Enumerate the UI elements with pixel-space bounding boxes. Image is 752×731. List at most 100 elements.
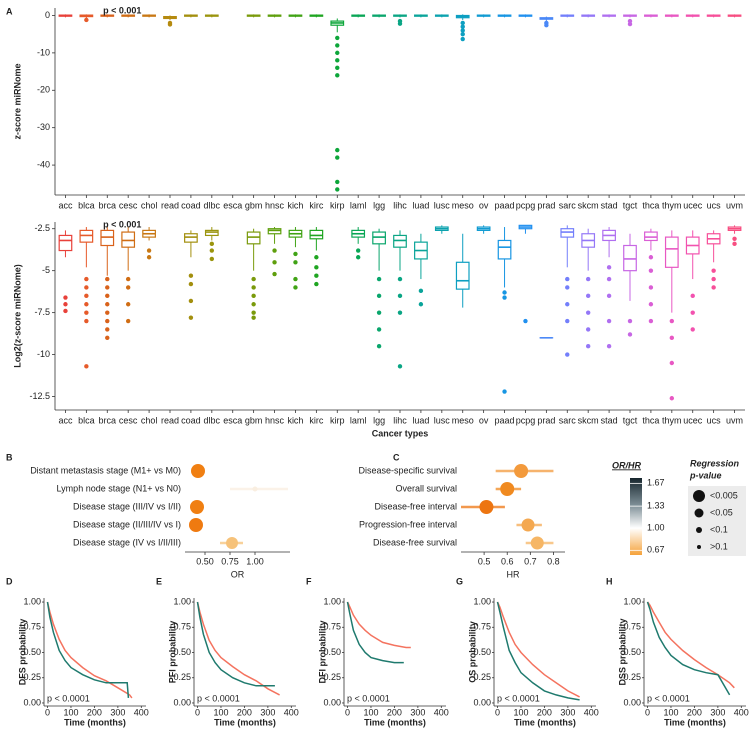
- category-label: Lymph node stage (N1+ vs N0): [57, 483, 181, 493]
- legend-label: <0.05: [710, 507, 733, 517]
- y-tick-label: -10: [37, 47, 50, 57]
- outlier: [293, 251, 298, 257]
- box: [246, 231, 261, 245]
- box: [184, 233, 198, 243]
- x-tick-label: luad: [412, 415, 429, 425]
- estimate-point: [500, 482, 515, 496]
- x-tick-label: dlbc: [204, 415, 221, 425]
- y-axis-label: DSS probability: [617, 618, 627, 685]
- x-tick-label: blca: [78, 415, 95, 425]
- y-tick-label: 0: [45, 10, 50, 20]
- x-axis-label: Time (months): [214, 717, 276, 727]
- legend-label: <0.1: [710, 524, 728, 534]
- y-tick-label: 0.00: [23, 697, 41, 707]
- y-tick-label: 0.75: [23, 622, 41, 632]
- x-tick-label: dlbc: [204, 200, 221, 210]
- x-tick-label: luad: [412, 200, 429, 210]
- panel-label: C: [393, 452, 400, 462]
- outlier: [690, 327, 695, 332]
- outlier: [397, 364, 403, 369]
- box: [644, 231, 658, 242]
- y-tick-label: 0.50: [623, 647, 641, 657]
- outlier: [125, 318, 131, 324]
- y-tick-label: 0.25: [473, 672, 491, 682]
- outlier: [648, 318, 654, 324]
- outlier: [84, 364, 89, 369]
- x-tick-label: gbm: [245, 415, 263, 425]
- outlier: [376, 344, 382, 349]
- outlier: [460, 31, 465, 37]
- category-label: Disease-specific survival: [358, 465, 457, 475]
- y-tick-label: 0.50: [173, 647, 191, 657]
- outlier: [523, 318, 528, 324]
- x-tick-label: 100: [663, 707, 678, 717]
- x-tick-label: kich: [287, 415, 303, 425]
- x-tick-label: brca: [99, 415, 117, 425]
- x-tick-label: 0: [45, 707, 50, 717]
- box: [267, 228, 282, 235]
- x-tick-label: 400: [584, 707, 599, 717]
- panel-label: B: [6, 452, 13, 462]
- box: [497, 239, 512, 260]
- outlier: [565, 285, 570, 290]
- outlier: [188, 273, 194, 278]
- legend-size-key: [697, 545, 701, 549]
- outlier: [502, 295, 507, 300]
- outlier: [105, 327, 110, 332]
- outlier: [188, 298, 194, 304]
- legend-label: >0.1: [710, 541, 728, 551]
- colorbar-label: 0.67: [647, 545, 665, 555]
- outlier: [376, 276, 382, 282]
- outlier: [105, 302, 110, 307]
- outlier: [167, 22, 173, 27]
- outlier: [669, 318, 675, 324]
- x-axis-label: Cancer types: [372, 428, 429, 438]
- category-label: Disease-free survival: [373, 537, 457, 547]
- x-tick-label: tgct: [623, 415, 638, 425]
- estimate-point: [191, 464, 205, 478]
- category-label: Disease-free interval: [374, 501, 457, 511]
- outlier: [63, 308, 68, 314]
- outlier: [251, 310, 256, 315]
- x-tick-label: 400: [734, 707, 749, 717]
- outlier: [63, 302, 68, 307]
- x-tick-label: gbm: [245, 200, 263, 210]
- panel-label: E: [156, 576, 162, 586]
- x-tick-label: 0.8: [547, 556, 560, 566]
- category-label: Progression-free interval: [359, 519, 457, 529]
- box: [623, 244, 637, 272]
- outlier: [272, 271, 277, 277]
- x-tick-label: 400: [134, 707, 149, 717]
- legend-size-key: [693, 490, 705, 502]
- x-tick-label: 300: [110, 707, 125, 717]
- outlier: [732, 236, 737, 241]
- estimate-point: [189, 518, 203, 532]
- outlier: [565, 352, 570, 357]
- y-tick-label: -10: [37, 349, 50, 359]
- outlier: [397, 276, 403, 282]
- x-tick-label: thym: [662, 200, 682, 210]
- x-axis-label: OR: [231, 569, 245, 579]
- x-tick-label: 1.00: [246, 556, 264, 566]
- outlier: [565, 302, 570, 307]
- outlier: [125, 285, 131, 290]
- box: [393, 234, 407, 248]
- x-tick-label: ov: [479, 200, 489, 210]
- x-tick-label: 0.75: [221, 556, 239, 566]
- outlier: [544, 23, 549, 28]
- outlier: [335, 147, 340, 153]
- survival-curve: [346, 601, 404, 664]
- x-tick-label: pcpg: [516, 415, 536, 425]
- outlier: [648, 285, 654, 290]
- box: [455, 261, 470, 290]
- outlier: [648, 302, 654, 307]
- x-tick-label: prad: [537, 200, 555, 210]
- outlier: [502, 290, 507, 295]
- outlier: [251, 315, 256, 320]
- outlier: [397, 21, 403, 26]
- x-tick-label: 0: [345, 707, 350, 717]
- outlier: [606, 344, 612, 349]
- outlier: [565, 276, 570, 282]
- outlier: [293, 260, 298, 265]
